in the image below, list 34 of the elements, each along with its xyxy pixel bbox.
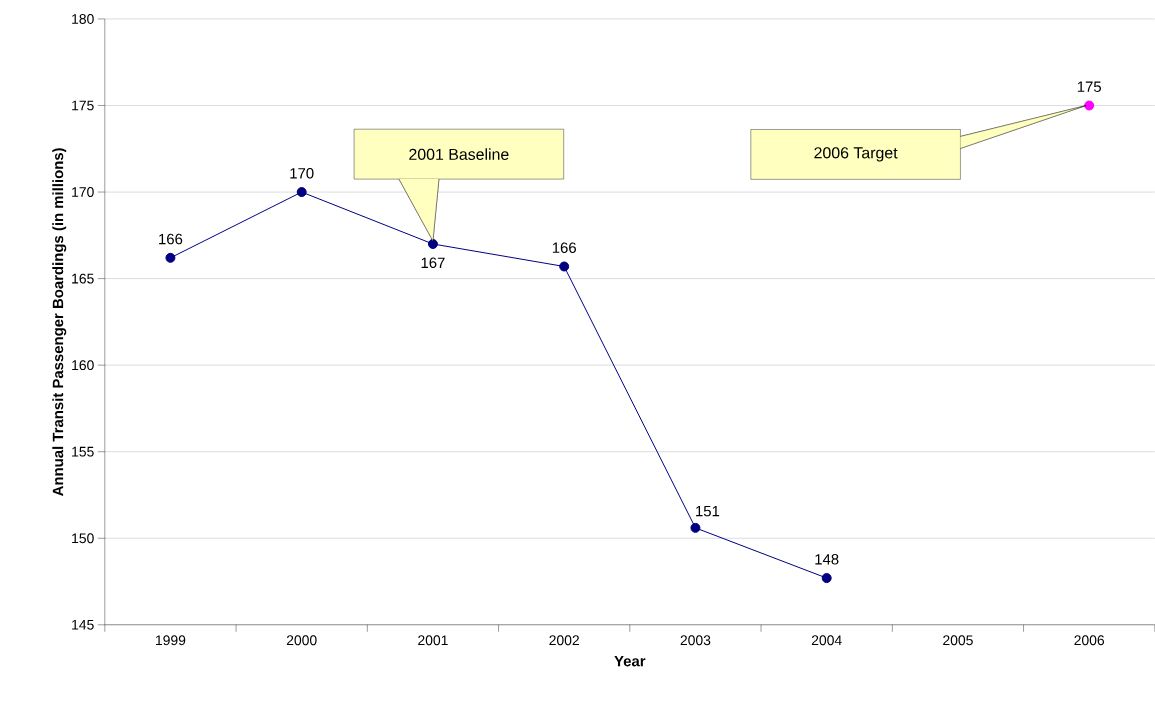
x-tick-label: 2001: [418, 635, 448, 646]
point: [296, 187, 307, 198]
data-label: 175: [1077, 81, 1101, 93]
y-tick-label: 155: [72, 447, 94, 457]
annotation: 2006 Target: [814, 147, 898, 162]
y-axis-title: Annual Transit Passenger Boardings (in millions): [52, 148, 67, 497]
annotation: 2001 Baseline: [409, 148, 509, 161]
point: [559, 261, 570, 272]
data-label: 167: [421, 257, 445, 269]
x-tick-label: 1999: [156, 635, 186, 646]
data-label: 166: [159, 233, 183, 245]
y-tick-label: 165: [72, 273, 94, 284]
y-tick-label: 145: [72, 620, 94, 630]
point: [690, 523, 701, 534]
y-tick-label: 160: [72, 360, 94, 371]
y-tick-label: 150: [72, 533, 94, 544]
x-axis-title: Year: [614, 656, 646, 667]
data-label: 151: [696, 506, 720, 517]
x-tick-label: 2005: [943, 635, 973, 646]
x-tick-label: 2006: [1074, 635, 1105, 646]
y-tick-label: 175: [72, 100, 94, 111]
data-label: 148: [815, 554, 839, 565]
point: [165, 253, 176, 263]
x-tick-label: 2003: [680, 635, 711, 646]
x-tick-label: 2002: [549, 635, 579, 646]
point: [821, 573, 832, 584]
data-label: 170: [290, 168, 314, 179]
x-tick-label: 2004: [811, 635, 842, 646]
point: [1084, 100, 1095, 111]
point: [427, 239, 438, 250]
y-tick-label: 170: [72, 187, 94, 198]
data-label: 166: [552, 242, 576, 254]
x-tick-label: 2000: [286, 635, 317, 646]
y-tick-label: 180: [72, 14, 94, 25]
